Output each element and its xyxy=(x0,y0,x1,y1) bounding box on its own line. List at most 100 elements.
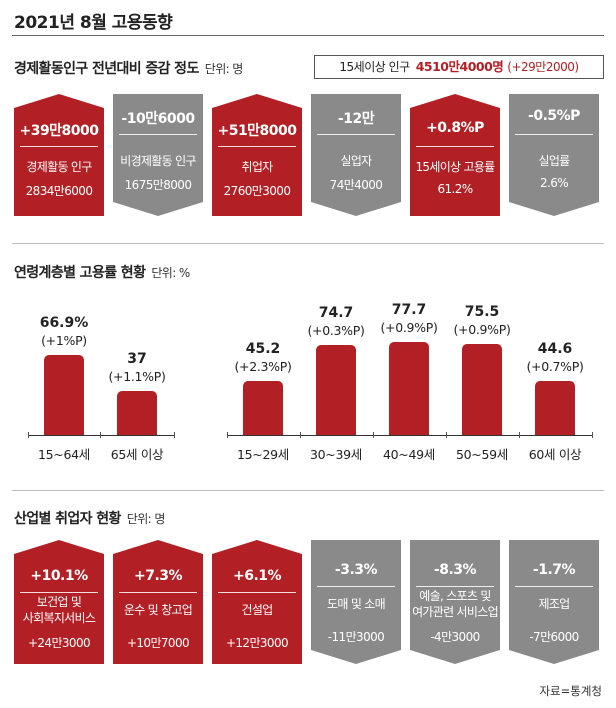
activity-card-divider xyxy=(416,146,494,147)
x-axis-tick xyxy=(373,432,374,438)
industry-card-label: 여가관련 서비스업 xyxy=(412,605,498,619)
activity-card: +39만8000 경제활동 인구 2834만6000 xyxy=(14,94,104,216)
x-axis-line xyxy=(227,435,592,436)
x-axis-tick xyxy=(519,432,520,438)
industry-card-value: +24만3000 xyxy=(27,636,91,650)
industry-card-label: 제조업 xyxy=(538,597,570,611)
industry-card-delta: -3.3% xyxy=(334,562,378,578)
bar-change-label: (+0.3%P) xyxy=(307,323,365,339)
activity-card: -10만6000 비경제활동 인구 1675만8000 xyxy=(113,94,203,216)
section-divider-1 xyxy=(12,243,604,244)
activity-card-delta: +0.8%P xyxy=(426,120,484,136)
activity-card-label: 경제활동 인구 xyxy=(26,160,92,174)
activity-card-divider xyxy=(317,134,395,135)
bar-value-label: 37 xyxy=(127,350,147,367)
industry-card-delta: -1.7% xyxy=(532,562,576,578)
industry-card-value: -7만6000 xyxy=(529,630,579,644)
activity-card-delta: +51만8000 xyxy=(217,123,297,139)
activity-title-text: 경제활동인구 전년대비 증감 정도 xyxy=(14,61,199,77)
activity-card-delta: -0.5%P xyxy=(528,108,580,124)
industry-card-divider xyxy=(317,586,395,587)
bar-value-label: 77.7 xyxy=(391,301,427,318)
activity-card-value: 2760만3000 xyxy=(223,184,291,198)
industry-title-text: 산업별 취업자 현황 xyxy=(14,511,121,527)
bar-change-label: (+2.3%P) xyxy=(234,358,292,374)
activity-card-delta: -12만 xyxy=(337,111,375,127)
activity-card-value: 2.6% xyxy=(539,176,569,190)
industry-card: +10.1% 보건업 및 사회복지서비스 +24만3000 xyxy=(14,540,104,664)
x-tick-label: 15~64세 xyxy=(38,447,90,462)
population-change: (+29만2000) xyxy=(507,60,579,74)
age-section-title: 연령계층별 고용률 현황 단위: % xyxy=(14,262,190,282)
bar xyxy=(44,354,84,435)
source-note: 자료=통계청 xyxy=(539,684,602,698)
industry-card: -8.3% 예술, 스포츠 및 여가관련 서비스업 -4만3000 xyxy=(410,540,500,664)
title-divider xyxy=(12,35,604,36)
activity-card-value: 1675만8000 xyxy=(124,178,192,192)
industry-card-label: 보건업 및 xyxy=(36,595,82,609)
page-title: 2021년 8월 고용동향 xyxy=(14,13,173,33)
x-tick-label: 40~49세 xyxy=(383,447,435,462)
activity-section-title: 경제활동인구 전년대비 증감 정도 단위: 명 xyxy=(14,58,243,78)
activity-card-value: 74만4000 xyxy=(329,178,383,192)
bar-value-label: 44.6 xyxy=(537,341,573,358)
x-axis-line xyxy=(28,435,174,436)
bar xyxy=(316,345,356,435)
x-tick-label: 50~59세 xyxy=(456,447,508,462)
x-tick-label: 15~29세 xyxy=(237,447,289,462)
industry-card: +6.1% 건설업 +12만3000 xyxy=(212,540,302,664)
industry-card-divider xyxy=(515,586,593,587)
industry-card-delta: +10.1% xyxy=(30,568,88,584)
industry-card-label: 건설업 xyxy=(241,603,273,617)
activity-card-label: 비경제활동 인구 xyxy=(120,154,196,168)
bar-value-label: 75.5 xyxy=(464,304,500,321)
activity-card-value: 61.2% xyxy=(437,182,473,196)
industry-card-divider xyxy=(416,586,494,587)
activity-card-delta: +39만8000 xyxy=(19,123,99,139)
bar xyxy=(535,381,575,435)
industry-section-title: 산업별 취업자 현황 단위: 명 xyxy=(14,508,165,528)
x-axis-tick xyxy=(446,432,447,438)
bar-value-label: 45.2 xyxy=(245,340,281,357)
activity-card-divider xyxy=(20,146,98,147)
activity-card-delta: -10만6000 xyxy=(121,111,195,127)
x-axis-tick xyxy=(227,432,228,438)
industry-card-label: 도매 및 소매 xyxy=(327,597,385,611)
x-tick-label: 60세 이상 xyxy=(528,447,582,462)
bar-change-label: (+0.9%P) xyxy=(380,319,438,335)
bar xyxy=(117,390,157,435)
bar-value-label: 74.7 xyxy=(318,305,354,322)
industry-card-label: 예술, 스포츠 및 xyxy=(419,589,491,603)
activity-card: +51만8000 취업자 2760만3000 xyxy=(212,94,302,216)
x-axis-tick xyxy=(592,432,593,438)
activity-card-divider xyxy=(515,134,593,135)
age-title-text: 연령계층별 고용률 현황 xyxy=(14,265,146,281)
bar-change-label: (+0.9%P) xyxy=(453,322,511,338)
bar-change-label: (+1.1%P) xyxy=(108,368,166,384)
industry-card-divider xyxy=(218,592,296,593)
bar xyxy=(462,344,502,435)
section-divider-2 xyxy=(12,490,604,491)
activity-card-label: 취업자 xyxy=(241,160,273,174)
industry-card: +7.3% 운수 및 창고업 +10만7000 xyxy=(113,540,203,664)
population-value: 4510만4000명 xyxy=(415,59,504,74)
activity-card-value: 2834만6000 xyxy=(25,184,93,198)
activity-unit: 단위: 명 xyxy=(204,62,244,76)
bar-value-label: 66.9% xyxy=(39,314,89,331)
bar-change-label: (+0.7%P) xyxy=(526,359,584,375)
industry-card: -1.7% 제조업 -7만6000 xyxy=(509,540,599,664)
activity-card-label: 실업률 xyxy=(538,154,570,168)
activity-card-label: 15세이상 고용률 xyxy=(415,160,495,174)
industry-card: -3.3% 도매 및 소매 -11만3000 xyxy=(311,540,401,664)
age-unit: 단위: % xyxy=(151,266,190,280)
bar xyxy=(243,380,283,435)
industry-card-value: -11만3000 xyxy=(327,630,385,644)
x-tick-label: 30~39세 xyxy=(310,447,362,462)
x-axis-tick xyxy=(28,432,29,438)
activity-card-divider xyxy=(119,134,197,135)
industry-card-label: 운수 및 창고업 xyxy=(123,603,193,617)
industry-card-delta: +7.3% xyxy=(133,568,183,584)
activity-card-divider xyxy=(218,146,296,147)
bar-change-label: (+1%P) xyxy=(41,332,87,348)
population-box: 15세이상 인구 4510만4000명 (+29만2000) xyxy=(314,55,604,79)
